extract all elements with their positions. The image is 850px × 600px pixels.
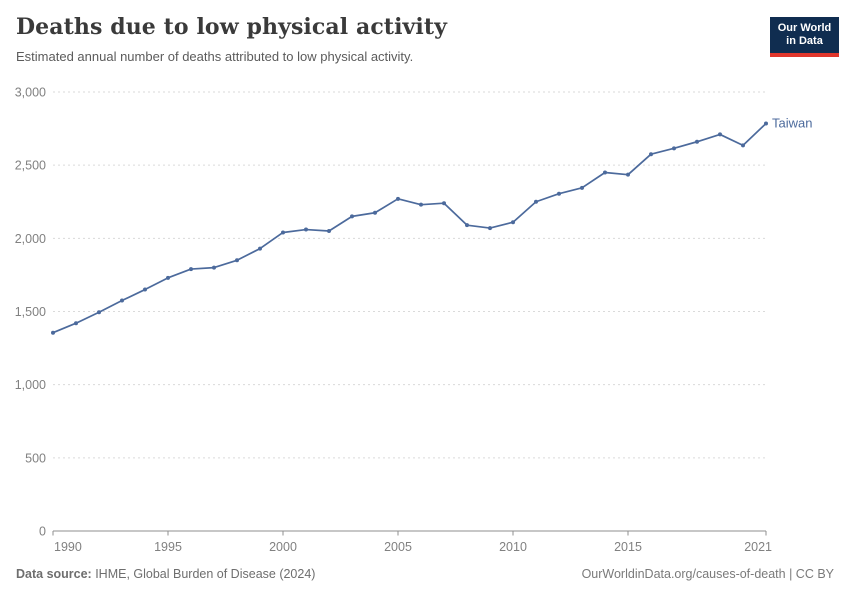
y-tick-label: 2,000 <box>15 232 46 246</box>
data-source-note: Data source: IHME, Global Burden of Dise… <box>16 567 315 581</box>
data-point[interactable] <box>649 152 653 157</box>
data-point[interactable] <box>764 121 768 126</box>
data-point[interactable] <box>718 132 722 137</box>
data-point[interactable] <box>442 201 446 206</box>
data-source-text: IHME, Global Burden of Disease (2024) <box>91 567 316 581</box>
x-tick-label: 2015 <box>614 540 642 554</box>
data-point[interactable] <box>281 230 285 235</box>
data-point[interactable] <box>672 146 676 151</box>
x-tick-label: 2010 <box>499 540 527 554</box>
chart-footer: Data source: IHME, Global Burden of Dise… <box>16 567 834 581</box>
data-point[interactable] <box>74 321 78 326</box>
data-point[interactable] <box>419 202 423 207</box>
data-source-label: Data source: <box>16 567 92 581</box>
y-tick-label: 3,000 <box>15 86 46 100</box>
data-point[interactable] <box>580 185 584 190</box>
data-point[interactable] <box>97 310 101 315</box>
x-tick-label: 2000 <box>269 540 297 554</box>
owid-logo-line2: in Data <box>786 35 823 47</box>
y-tick-label: 2,500 <box>15 159 46 173</box>
owid-logo-line1: Our World <box>777 22 832 34</box>
data-point[interactable] <box>120 298 124 303</box>
y-tick-label: 0 <box>39 525 46 539</box>
data-point[interactable] <box>143 287 147 292</box>
data-point[interactable] <box>511 220 515 225</box>
data-point[interactable] <box>212 265 216 270</box>
data-point[interactable] <box>741 143 745 148</box>
data-point[interactable] <box>235 258 239 263</box>
x-tick-label: 2005 <box>384 540 412 554</box>
data-point[interactable] <box>373 210 377 215</box>
data-point[interactable] <box>396 196 400 201</box>
chart-title: Deaths due to low physical activity <box>16 14 448 40</box>
y-tick-label: 1,500 <box>15 305 46 319</box>
data-point[interactable] <box>465 223 469 228</box>
y-tick-label: 500 <box>25 451 46 465</box>
x-tick-label: 1990 <box>54 540 82 554</box>
data-point[interactable] <box>304 227 308 232</box>
chart-header: Deaths due to low physical activity Esti… <box>16 14 756 64</box>
series-label-taiwan[interactable]: Taiwan <box>772 115 812 130</box>
data-point[interactable] <box>488 226 492 231</box>
x-tick-label: 2021 <box>744 540 772 554</box>
data-point[interactable] <box>626 172 630 177</box>
data-point[interactable] <box>51 330 55 335</box>
data-point[interactable] <box>189 267 193 272</box>
data-point[interactable] <box>557 191 561 196</box>
data-point[interactable] <box>350 214 354 219</box>
data-point[interactable] <box>603 170 607 175</box>
data-point[interactable] <box>534 199 538 204</box>
y-tick-label: 1,000 <box>15 378 46 392</box>
x-tick-label: 1995 <box>154 540 182 554</box>
data-point[interactable] <box>695 139 699 144</box>
series-line-taiwan[interactable] <box>52 122 767 334</box>
data-point[interactable] <box>258 246 262 251</box>
data-point[interactable] <box>327 229 331 234</box>
data-point[interactable] <box>166 275 170 280</box>
owid-logo[interactable]: Our World in Data <box>770 17 839 57</box>
license-link[interactable]: OurWorldinData.org/causes-of-death | CC … <box>581 567 834 581</box>
chart-subtitle: Estimated annual number of deaths attrib… <box>16 49 414 64</box>
